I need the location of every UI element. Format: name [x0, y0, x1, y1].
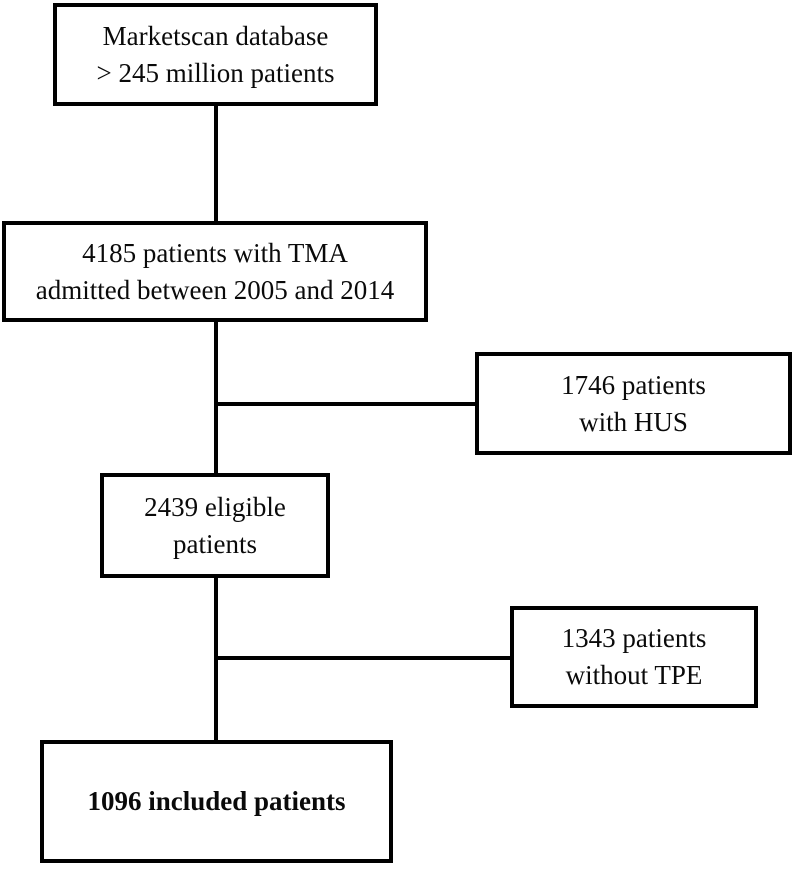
node-text-line: with HUS	[579, 406, 688, 437]
node-text-line: 1096 included patients	[87, 786, 346, 816]
flow-node-eligible-patients: 2439 eligible patients	[100, 473, 330, 578]
flow-node-marketscan-database: Marketscan database > 245 million patien…	[53, 3, 378, 106]
connector-marketscan-to-tma	[214, 105, 218, 222]
flow-node-excluded-no-tpe: 1343 patients without TPE	[510, 606, 758, 708]
node-text-line: 1746 patients	[561, 369, 706, 400]
node-text-line: > 245 million patients	[96, 57, 335, 88]
node-text-line: 4185 patients with TMA	[82, 237, 348, 268]
node-text-line: without TPE	[565, 660, 703, 690]
node-text-line: admitted between 2005 and 2014	[35, 274, 395, 305]
node-text-line: 2439 eligible	[144, 491, 286, 522]
node-text-line: Marketscan database	[102, 20, 329, 51]
flow-node-excluded-hus: 1746 patients with HUS	[475, 352, 792, 455]
connector-branch-to-tpe	[216, 656, 511, 660]
flow-node-included-patients: 1096 included patients	[40, 740, 393, 863]
connector-branch-to-hus	[216, 402, 476, 406]
flow-node-tma-patients: 4185 patients with TMA admitted between …	[2, 221, 428, 322]
node-text-line: patients	[173, 528, 257, 559]
node-text-line: 1343 patients	[561, 623, 707, 653]
connector-tma-to-eligible	[214, 321, 218, 474]
